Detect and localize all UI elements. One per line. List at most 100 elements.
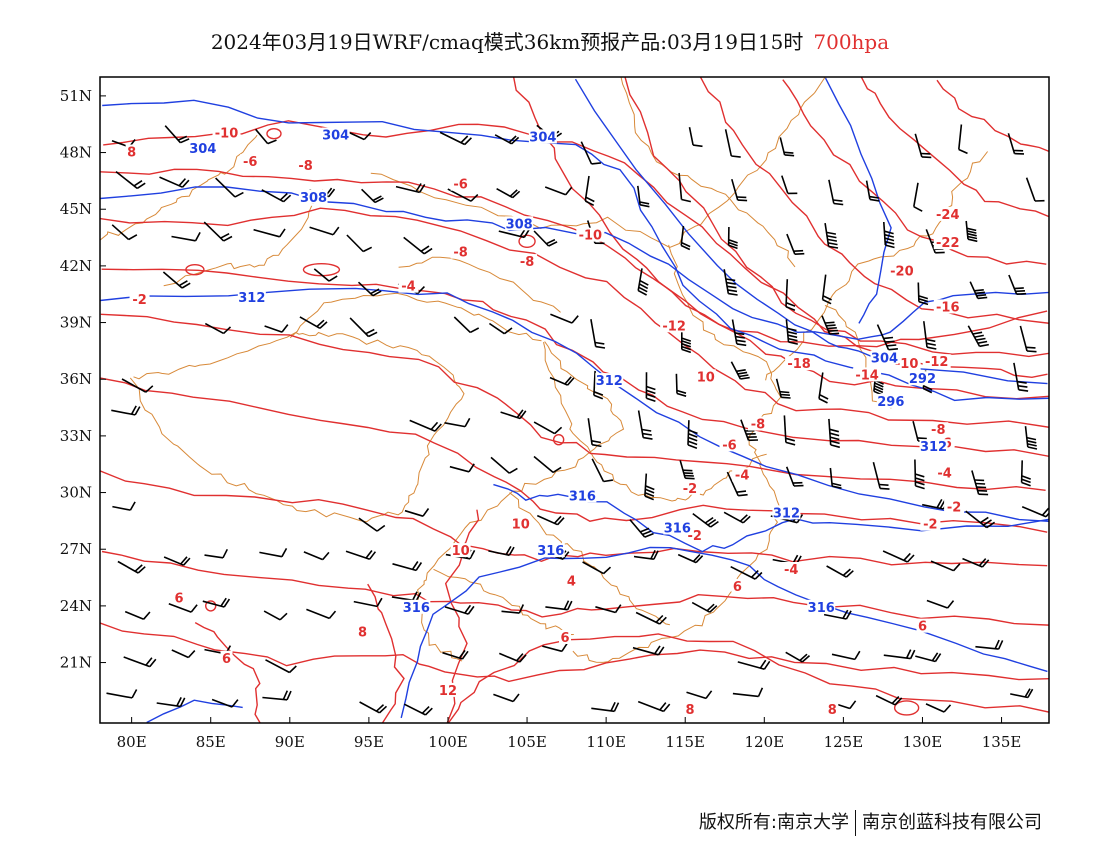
lon-tick-label: 125E bbox=[824, 733, 864, 751]
contour-label-background bbox=[892, 356, 921, 371]
temperature-label: -14 bbox=[855, 368, 879, 383]
wind-barb bbox=[259, 548, 288, 558]
temperature-label: -24 bbox=[936, 208, 960, 223]
temperature-closed-contour bbox=[518, 234, 536, 249]
contour-label-background bbox=[919, 439, 948, 454]
temperature-isotherm bbox=[624, 77, 1049, 358]
wind-barb bbox=[727, 226, 738, 250]
temperature-label: 12 bbox=[439, 684, 457, 699]
wind-barb bbox=[204, 548, 229, 559]
plot-area: -10-6-8-4-6-10-8-8-2-4-12-24-22-20-16-18… bbox=[99, 76, 1050, 724]
boundary-line bbox=[100, 134, 258, 241]
temperature-label: 8 bbox=[358, 625, 367, 640]
wind-barb bbox=[730, 565, 763, 580]
contour-label-background bbox=[916, 618, 929, 633]
contour-label-background bbox=[220, 650, 233, 665]
contour-label-background bbox=[920, 516, 941, 531]
geopotential-height-line bbox=[493, 483, 1049, 553]
contour-label-background bbox=[876, 393, 905, 408]
wind-barb bbox=[876, 324, 898, 351]
wind-barb bbox=[865, 180, 880, 202]
contour-label-background bbox=[732, 467, 753, 482]
wind-barb bbox=[731, 178, 748, 202]
lat-tick-label: 39N bbox=[60, 314, 92, 332]
temperature-label: 10 bbox=[512, 518, 530, 533]
longitude-axis: 80E 85E 90E 95E 100E 105E 110E 115E 120E 125E 130E… bbox=[117, 717, 1022, 751]
boundary-line bbox=[398, 256, 561, 313]
wind-barb bbox=[582, 561, 612, 575]
wind-barb bbox=[692, 512, 719, 528]
temperature-closed-contour bbox=[893, 700, 920, 716]
wind-barb bbox=[533, 455, 562, 474]
height-label: 312 bbox=[920, 440, 947, 455]
wind-barb bbox=[111, 224, 138, 241]
temperature-label: -8 bbox=[931, 423, 945, 438]
height-label: 316 bbox=[808, 601, 835, 616]
wind-barb bbox=[591, 458, 614, 483]
contour-label-background bbox=[398, 278, 419, 293]
wind-barb bbox=[392, 561, 423, 572]
boundary-line bbox=[543, 341, 767, 502]
contour-label-background bbox=[679, 480, 700, 495]
wind-barb bbox=[590, 319, 606, 349]
temperature-label: 6 bbox=[733, 580, 742, 595]
wind-barb bbox=[488, 545, 515, 557]
temperature-isotherm bbox=[100, 622, 1049, 683]
wind-barb bbox=[786, 233, 805, 255]
wind-barb bbox=[965, 220, 978, 243]
wind-barb bbox=[171, 232, 201, 242]
temperature-label: 4 bbox=[567, 574, 576, 589]
height-label: 312 bbox=[238, 291, 265, 306]
temperature-label: 6 bbox=[560, 631, 569, 646]
contour-label-background bbox=[944, 499, 965, 514]
wind-barb bbox=[675, 373, 687, 397]
wind-barb bbox=[883, 221, 895, 249]
wind-barb bbox=[914, 459, 925, 490]
height-label: 308 bbox=[300, 191, 327, 206]
wind-barb bbox=[687, 420, 698, 449]
temperature-label: 8 bbox=[828, 703, 837, 718]
wind-barb bbox=[115, 170, 146, 190]
contour-label-background bbox=[517, 254, 538, 269]
wind-barb bbox=[1020, 460, 1031, 487]
wind-barb bbox=[123, 656, 157, 668]
title-text: 2024年03月19日WRF/cmaq模式36km预报产品:03月19日15时 bbox=[210, 30, 804, 54]
height-label: 312 bbox=[773, 506, 800, 521]
wind-barb bbox=[403, 703, 433, 716]
temperature-closed-contour bbox=[552, 433, 565, 446]
temperature-label: -20 bbox=[890, 265, 914, 280]
temperature-isotherm bbox=[100, 168, 1049, 400]
contour-label-background bbox=[505, 216, 534, 231]
height-label: 296 bbox=[877, 395, 904, 410]
wind-barb bbox=[106, 689, 138, 699]
contour-label-background bbox=[933, 299, 962, 314]
lat-tick-label: 33N bbox=[60, 427, 92, 445]
wind-barb bbox=[162, 271, 191, 289]
lat-tick-label: 45N bbox=[60, 200, 92, 218]
wind-barb bbox=[353, 597, 383, 608]
temperature-label: 8 bbox=[685, 703, 694, 718]
wind-barb bbox=[404, 508, 430, 517]
wind-barb bbox=[345, 550, 377, 560]
wind-barb bbox=[679, 460, 695, 480]
height-label: 316 bbox=[403, 601, 430, 616]
wind-barb bbox=[493, 693, 520, 703]
lon-tick-label: 135E bbox=[982, 733, 1022, 751]
wind-barb bbox=[439, 131, 472, 146]
contour-label-background bbox=[450, 543, 471, 558]
wind-barb bbox=[533, 421, 563, 435]
contour-label-background bbox=[934, 465, 955, 480]
wind-barb bbox=[1013, 362, 1029, 392]
contour-label-background bbox=[660, 318, 689, 333]
wind-barb bbox=[171, 649, 196, 659]
lat-tick-label: 51N bbox=[60, 87, 92, 105]
contour-label-background bbox=[528, 129, 557, 144]
temperature-isotherm bbox=[100, 207, 1049, 428]
temperature-isotherm bbox=[782, 79, 1047, 265]
height-label: 304 bbox=[871, 351, 898, 366]
geopotential-height-line bbox=[824, 77, 892, 324]
wind-barb bbox=[737, 659, 771, 670]
lon-tick-label: 105E bbox=[507, 733, 547, 751]
wind-barb bbox=[490, 456, 518, 474]
contour-label-background bbox=[719, 437, 740, 452]
